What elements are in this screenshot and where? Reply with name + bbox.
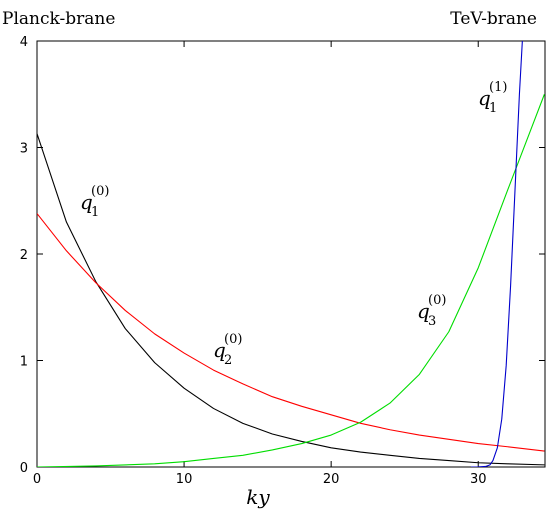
y-tick-label: 0 <box>20 461 28 476</box>
axis-tick-labels: 0 10 20 30 0 1 2 3 4 <box>20 35 487 487</box>
curve-label-subscript: 1 <box>91 205 99 220</box>
curve-q1-1 <box>470 41 523 467</box>
y-tick-label: 3 <box>20 142 28 157</box>
curve-label-superscript: (1) <box>489 80 507 95</box>
curve-labels: q1(0)q2(0)q3(0)q1(1) <box>80 80 507 368</box>
x-tick-label: 0 <box>33 472 41 487</box>
y-tick-label: 4 <box>20 35 28 50</box>
label-q1-1: q1 (1) <box>478 80 507 116</box>
curve-label-symbol: q <box>478 86 491 110</box>
x-axis-label: ky <box>246 485 270 509</box>
curve-label-subscript: 2 <box>224 353 232 368</box>
planck-brane-label: Planck-brane <box>2 9 115 29</box>
tev-brane-label: TeV-brane <box>450 9 537 29</box>
y-tick-label: 2 <box>20 248 28 263</box>
curve-label-subscript: 3 <box>428 314 436 329</box>
curve-label-symbol: q <box>80 190 93 214</box>
label-q1-0: q1 (0) <box>80 184 109 220</box>
curve-label-symbol: q <box>417 299 430 323</box>
curve-label-superscript: (0) <box>224 332 242 347</box>
curves <box>37 41 545 467</box>
curve-q2-0 <box>37 213 545 452</box>
x-tick-label: 10 <box>176 472 193 487</box>
y-tick-label: 1 <box>20 355 28 370</box>
x-tick-label: 20 <box>323 472 340 487</box>
label-q2-0: q2 (0) <box>213 332 242 368</box>
label-q3-0: q3 (0) <box>417 293 446 329</box>
curve-q3-0 <box>37 94 545 467</box>
curve-label-superscript: (0) <box>91 184 109 199</box>
curve-q1-0 <box>37 133 545 466</box>
x-tick-label: 30 <box>470 472 487 487</box>
curve-label-subscript: 1 <box>489 101 497 116</box>
curve-label-symbol: q <box>213 338 226 362</box>
curve-label-superscript: (0) <box>428 293 446 308</box>
